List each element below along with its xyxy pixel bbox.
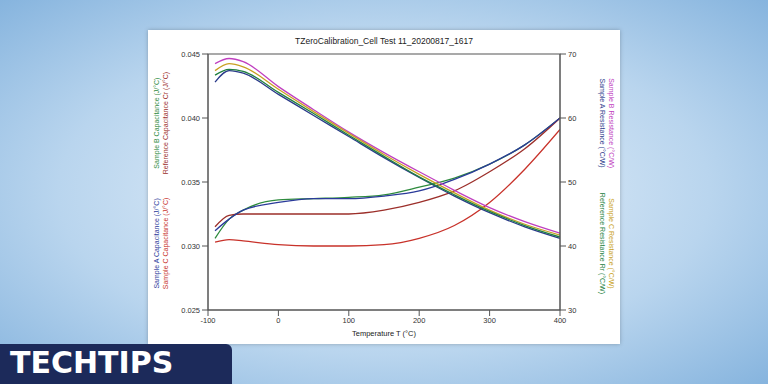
svg-text:300: 300 xyxy=(483,316,496,325)
svg-text:Sample A Resistance (°C/W): Sample A Resistance (°C/W) xyxy=(598,79,606,168)
svg-text:0.025: 0.025 xyxy=(181,306,200,315)
svg-text:TZeroCalibration_Cell Test 11_: TZeroCalibration_Cell Test 11_20200817_1… xyxy=(295,36,473,46)
svg-text:50: 50 xyxy=(568,178,576,187)
svg-text:Reference Capacitance Cr (J/°C: Reference Capacitance Cr (J/°C) xyxy=(162,72,170,174)
svg-text:100: 100 xyxy=(343,316,356,325)
svg-text:70: 70 xyxy=(568,50,576,59)
svg-text:Sample B Resistance (°C/W): Sample B Resistance (°C/W) xyxy=(607,78,615,168)
svg-text:40: 40 xyxy=(568,242,576,251)
svg-text:0.030: 0.030 xyxy=(181,242,200,251)
svg-text:0: 0 xyxy=(276,316,280,325)
svg-text:60: 60 xyxy=(568,114,576,123)
svg-text:Sample C Resistance (°C/W): Sample C Resistance (°C/W) xyxy=(607,198,615,288)
svg-text:0.040: 0.040 xyxy=(181,114,200,123)
svg-text:Sample B Capacitance (J/°C): Sample B Capacitance (J/°C) xyxy=(153,78,161,169)
svg-text:Reference Resistance Rr (°C/W): Reference Resistance Rr (°C/W) xyxy=(598,193,606,294)
svg-text:Temperature T (°C): Temperature T (°C) xyxy=(352,329,416,338)
svg-text:Sample C Capacitance (J/°C): Sample C Capacitance (J/°C) xyxy=(162,198,170,290)
svg-text:200: 200 xyxy=(413,316,426,325)
svg-text:0.035: 0.035 xyxy=(181,178,200,187)
svg-text:30: 30 xyxy=(568,306,576,315)
svg-text:400: 400 xyxy=(554,316,567,325)
svg-text:0.045: 0.045 xyxy=(181,50,200,59)
svg-text:-100: -100 xyxy=(200,316,215,325)
svg-text:Sample A Capacitance (J/°C): Sample A Capacitance (J/°C) xyxy=(153,198,161,288)
html-text:TECHTIPS: TECHTIPS xyxy=(10,345,174,380)
